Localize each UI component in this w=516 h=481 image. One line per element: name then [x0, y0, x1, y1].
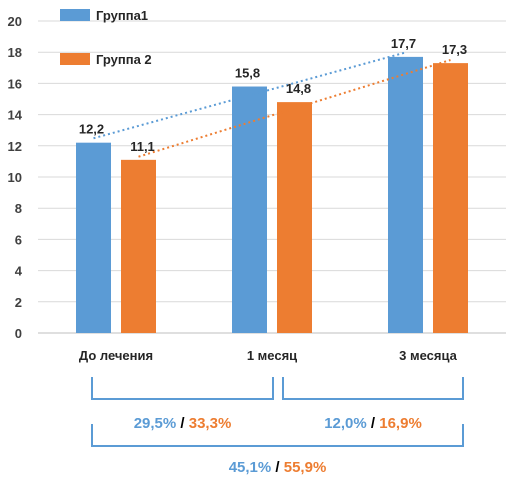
y-tick-label: 0 — [15, 326, 22, 341]
data-label: 12,2 — [79, 122, 104, 137]
comparison-bracket — [282, 377, 464, 400]
comparison-bracket — [91, 424, 464, 447]
legend-label: Группа 2 — [96, 52, 152, 67]
x-axis: До лечения 1 месяц 3 месяца — [79, 348, 458, 363]
y-tick-label: 10 — [8, 170, 22, 185]
data-label: 17,7 — [391, 36, 416, 51]
data-label: 11,1 — [130, 139, 155, 154]
bar — [232, 86, 267, 334]
y-tick-label: 16 — [8, 76, 22, 91]
data-labels: 12,2 15,8 17,7 11,1 14,8 17,3 — [79, 36, 467, 154]
comparison-label: 12,0% / 16,9% — [324, 415, 422, 432]
comparison-value-group1: 45,1% — [229, 459, 276, 476]
y-tick-label: 2 — [15, 295, 22, 310]
y-tick-label: 18 — [8, 45, 22, 60]
comparison-value-group2: 33,3% — [189, 415, 232, 432]
x-category-label: 1 месяц — [247, 348, 297, 363]
x-category-label: 3 месяца — [399, 348, 457, 363]
bar — [433, 63, 468, 334]
comparison-value-group1: 12,0% — [324, 415, 371, 432]
trendlines — [93, 51, 451, 158]
y-tick-label: 8 — [15, 201, 22, 216]
trendline — [93, 51, 406, 140]
bar — [121, 159, 156, 333]
comparison-value-group2: 16,9% — [379, 415, 422, 432]
bar — [76, 142, 111, 333]
y-tick-label: 20 — [8, 14, 22, 29]
legend-swatch — [60, 9, 90, 21]
x-category-label: До лечения — [79, 348, 153, 363]
comparison-brackets: 29,5% / 33,3% 12,0% / 16,9% 45,1% / 55,9% — [91, 377, 464, 476]
data-label: 17,3 — [442, 42, 467, 57]
legend: Группа1 Группа 2 — [60, 8, 152, 67]
legend-label: Группа1 — [96, 8, 148, 23]
comparison-value-group1: 29,5% — [134, 415, 181, 432]
legend-swatch — [60, 53, 90, 65]
bar — [277, 102, 312, 334]
y-tick-label: 14 — [8, 108, 23, 123]
bars — [76, 56, 468, 334]
comparison-separator: / — [180, 415, 188, 432]
comparison-separator: / — [275, 459, 283, 476]
y-tick-label: 6 — [15, 232, 22, 247]
y-tick-label: 12 — [8, 139, 22, 154]
comparison-label: 29,5% / 33,3% — [134, 415, 232, 432]
gridlines — [38, 20, 506, 334]
comparison-bracket — [91, 377, 274, 400]
y-axis: 0 2 4 6 8 10 12 14 16 18 20 — [8, 14, 23, 341]
data-label: 14,8 — [286, 81, 311, 96]
comparison-label: 45,1% / 55,9% — [229, 459, 327, 476]
y-tick-label: 4 — [15, 264, 23, 279]
comparison-separator: / — [371, 415, 379, 432]
data-label: 15,8 — [235, 66, 260, 81]
comparison-value-group2: 55,9% — [284, 459, 327, 476]
bar — [388, 56, 423, 333]
